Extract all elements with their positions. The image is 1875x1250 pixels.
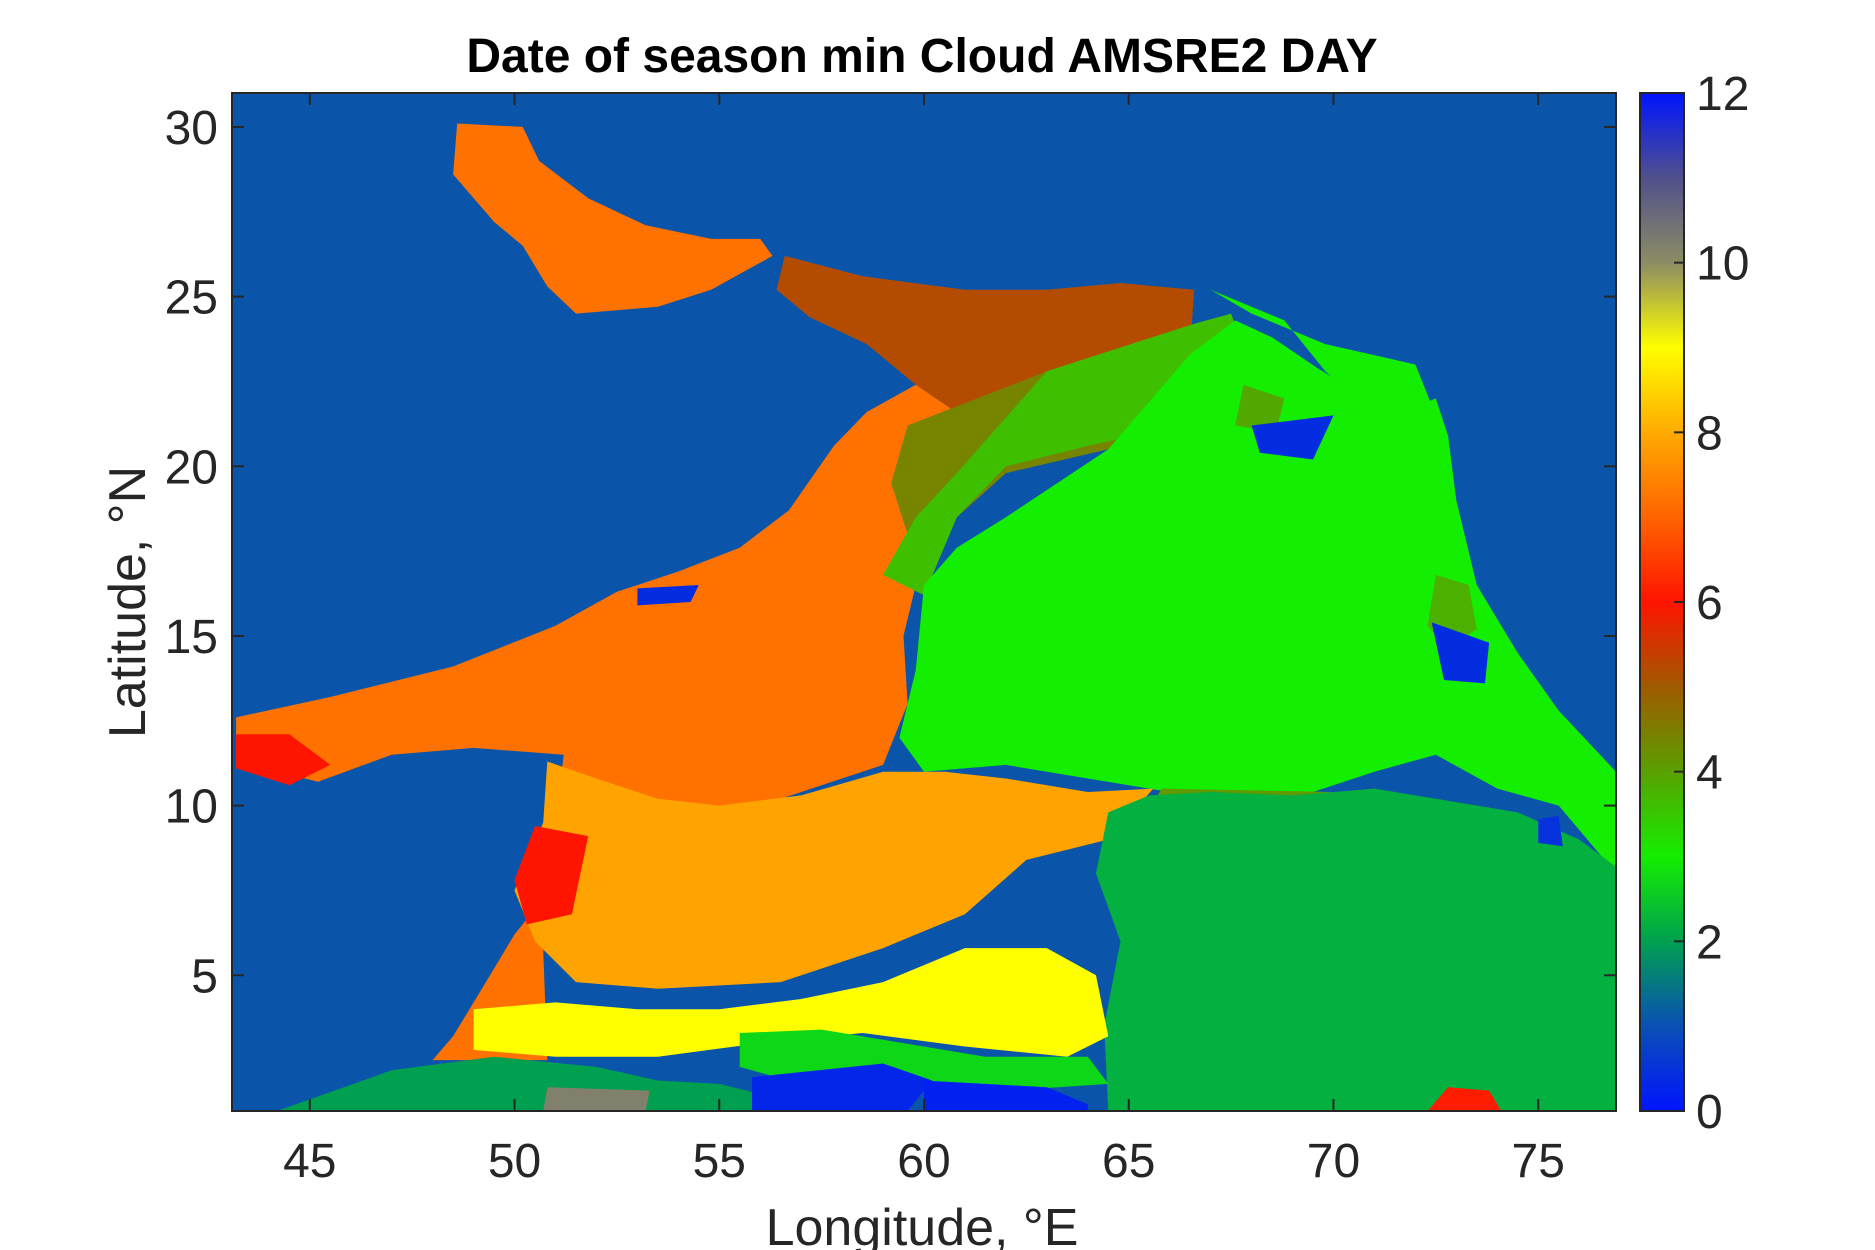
x-tick-label: 55 <box>693 1135 746 1188</box>
region-arabian-sea-green <box>899 320 1616 874</box>
x-tick-label: 50 <box>488 1135 541 1188</box>
colorbar-tick-label: 8 <box>1696 407 1723 460</box>
region-red-patch-southeast <box>1427 1087 1502 1111</box>
colorbar-tick-label: 12 <box>1696 68 1749 121</box>
colorbar-tick-label: 0 <box>1696 1086 1723 1139</box>
region-persian-gulf <box>453 123 773 314</box>
chart-title: Date of season min Cloud AMSRE2 DAY <box>466 30 1377 83</box>
x-axis: 45 50 55 60 65 70 75 <box>283 93 1565 1188</box>
y-tick-label: 15 <box>165 611 218 664</box>
region-gray-patch-south <box>543 1087 650 1111</box>
y-tick-label: 10 <box>165 781 218 834</box>
region-red-patch-somalia <box>514 826 589 925</box>
region-blue-patch-oman <box>637 585 699 606</box>
x-tick-label: 45 <box>283 1135 336 1188</box>
region-blue-patch-south-2 <box>924 1080 1088 1111</box>
colorbar-tick-label: 6 <box>1696 577 1723 630</box>
region-blue-patch-gujarat <box>1251 415 1334 460</box>
x-axis-label: Longitude, °E <box>766 1199 1079 1250</box>
colorbar-tick-label: 10 <box>1696 238 1749 291</box>
x-tick-label: 75 <box>1512 1135 1565 1188</box>
region-blue-patch-south-1 <box>752 1063 933 1111</box>
region-red-patch-yemen <box>236 734 331 786</box>
y-tick-label: 5 <box>191 950 218 1003</box>
region-blue-patch-southeast <box>1538 815 1563 847</box>
heatmap-regions <box>236 123 1616 1111</box>
colorbar-ticks: 0 2 4 6 8 10 12 <box>1674 68 1749 1139</box>
region-green-teal-east <box>1096 788 1616 1111</box>
region-yellow-orange-belt <box>514 761 1154 989</box>
region-main-orange <box>236 384 986 1061</box>
x-tick-label: 70 <box>1307 1135 1360 1188</box>
region-yellow-south <box>473 948 1109 1057</box>
x-tick-label: 65 <box>1102 1135 1155 1188</box>
y-tick-label: 25 <box>165 272 218 325</box>
region-olive-patch-north <box>1235 384 1285 433</box>
y-tick-label: 20 <box>165 441 218 494</box>
y-axis-label: Latitude, °N <box>99 466 157 738</box>
region-blue-patch-india <box>1431 622 1490 684</box>
y-tick-label: 30 <box>165 102 218 155</box>
x-tick-label: 60 <box>897 1135 950 1188</box>
colorbar-tick-label: 4 <box>1696 747 1723 800</box>
region-olive-west-india <box>883 313 1244 596</box>
region-green-gujarat <box>1210 289 1440 426</box>
colorbar-tick-label: 2 <box>1696 916 1723 969</box>
y-axis: 5 10 15 20 25 30 <box>165 102 1616 1003</box>
